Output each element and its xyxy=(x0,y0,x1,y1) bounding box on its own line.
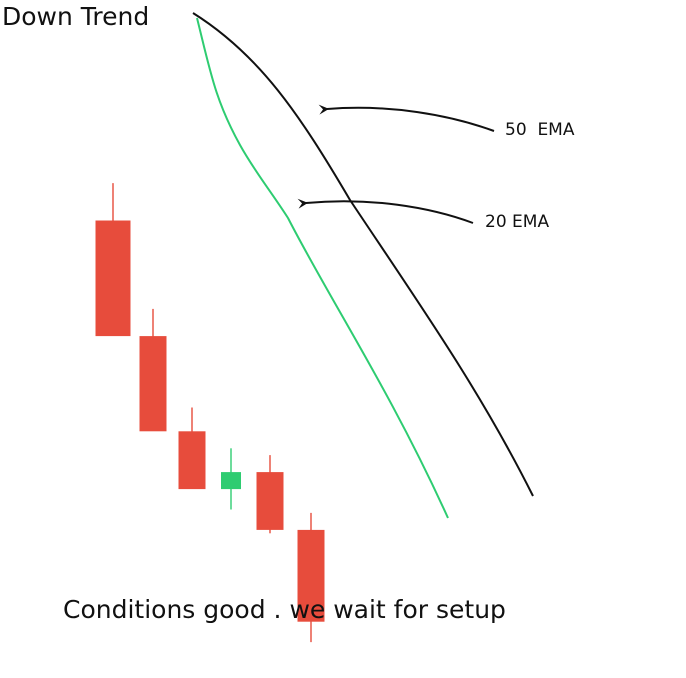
bullish-candle-body xyxy=(221,472,241,490)
candlestick-group xyxy=(95,183,325,643)
ema-20-arrow xyxy=(297,198,474,224)
bearish-candle-body xyxy=(95,220,131,337)
ema-50-label: 50 EMA xyxy=(505,120,575,140)
diagram-title: Down Trend xyxy=(2,2,149,31)
ema-50-arrow xyxy=(318,104,495,132)
ema-50-line xyxy=(192,12,534,497)
ema-20-label: 20 EMA xyxy=(485,212,549,232)
bearish-candle-body xyxy=(139,336,167,432)
bearish-candle-body xyxy=(256,472,284,530)
bearish-candle-body xyxy=(178,431,206,490)
bearish-candle-body xyxy=(297,529,325,622)
caption: Conditions good . we wait for setup xyxy=(63,595,506,624)
ema-20-line xyxy=(196,17,449,519)
